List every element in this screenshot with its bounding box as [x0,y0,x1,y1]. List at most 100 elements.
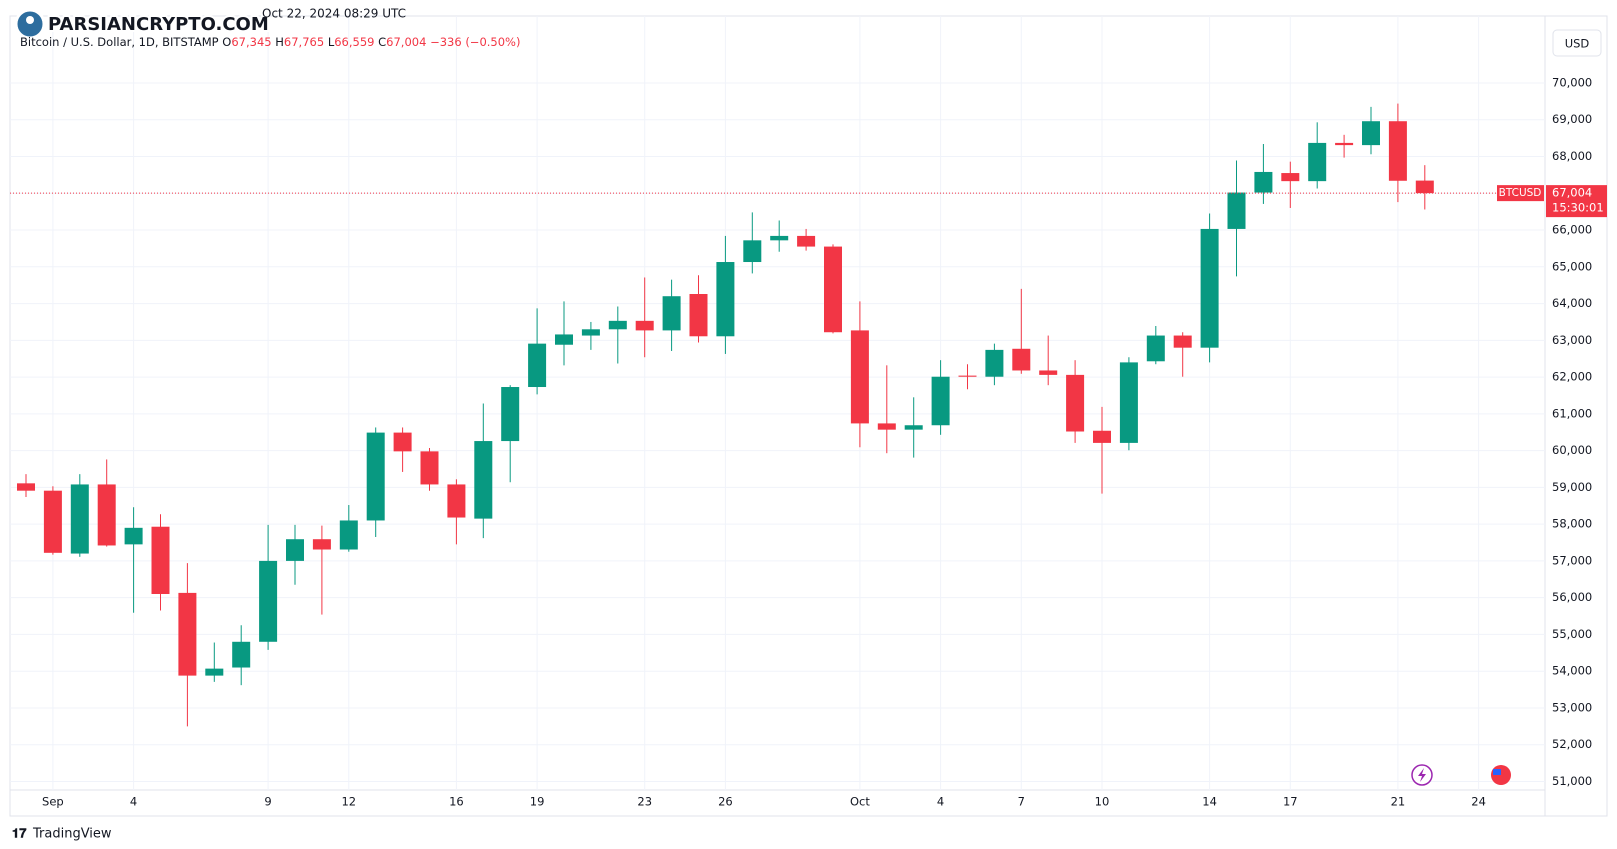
legend-title: Bitcoin / U.S. Dollar, 1D, BITSTAMP [20,35,219,49]
y-tick-label: 63,000 [1552,333,1592,347]
pane-border [9,15,1608,817]
y-tick-label: 70,000 [1552,75,1592,89]
candle-body [662,296,681,331]
x-tick-label: 23 [637,795,652,809]
candle-body [1146,335,1165,362]
candle-body [985,349,1004,377]
y-tick-label: 52,000 [1552,737,1592,751]
legend-o-label: O [222,35,231,49]
price-tag [1546,185,1607,218]
y-tick-label: 54,000 [1552,664,1592,678]
x-tick-label: Sep [42,795,64,809]
x-tick-label: 14 [1202,795,1217,809]
candle-body [312,539,331,550]
candle-body [70,484,89,554]
candle-body [1119,362,1138,443]
price-tag-value: 67,004 [1552,186,1592,200]
price-tag-countdown: 15:30:01 [1552,201,1604,215]
candle-body [366,432,385,521]
y-tick-label: 53,000 [1552,700,1592,714]
candle-body [1362,121,1380,146]
candle-body [635,320,654,331]
legend-c: 67,004 [386,35,426,49]
legend-o: 67,345 [231,35,271,49]
candle-body [581,329,600,336]
candle-body [1173,335,1192,348]
legend-l-label: L [328,35,335,49]
y-tick-label: 66,000 [1552,223,1592,237]
y-tick-label: 61,000 [1552,406,1592,420]
candle-body [501,387,520,442]
x-tick-label: 16 [449,795,464,809]
y-tick-label: 51,000 [1552,774,1592,788]
x-tick-label: 26 [718,795,733,809]
candle-body [931,376,950,426]
brand: TradingView [32,827,112,842]
legend: Bitcoin / U.S. Dollar, 1D, BITSTAMP O67,… [20,35,520,49]
flag-icon-canton [1493,769,1501,775]
legend-c-label: C [378,35,386,49]
y-tick-label: 55,000 [1552,627,1592,641]
candle-body [850,330,869,424]
candle-body [1415,180,1434,194]
brand-logo: 𝟏𝟕 [12,827,27,842]
candle-body [1200,228,1219,348]
candle-body [1281,173,1300,182]
candle-body [97,484,116,546]
watermark-logo-dot [26,16,34,24]
events-icon-bolt [1418,768,1426,782]
y-tick-label: 64,000 [1552,296,1592,310]
candle-body [393,432,412,452]
candle-body [447,484,466,518]
y-tick-label: 69,000 [1552,112,1592,126]
x-tick-label: 7 [1018,795,1025,809]
candle-body [1012,348,1031,371]
y-tick-label: 65,000 [1552,259,1592,273]
y-tick-label: 59,000 [1552,480,1592,494]
candle-body [1335,142,1354,146]
candle-body [420,451,439,485]
symbol-tag [1497,185,1544,202]
candle-body [474,441,493,519]
candle-body [232,641,251,668]
legend-change: −336 (−0.50%) [430,35,520,49]
candle-body [797,235,816,247]
x-tick-label: 17 [1283,795,1298,809]
candle-body [958,375,977,377]
candle-body [1066,374,1085,432]
candle-body [770,235,789,241]
x-tick-label: 12 [341,795,356,809]
candle-body [1388,121,1407,181]
candle-body [904,425,923,430]
x-tick-label: Oct [850,795,870,809]
candle-body [178,592,197,676]
y-tick-label: 68,000 [1552,149,1592,163]
legend-h-label: H [275,35,284,49]
candle-body [1308,142,1327,182]
watermark: PARSIANCRYPTO.COM [48,14,269,35]
y-tick-label: 58,000 [1552,517,1592,531]
candle-body [824,246,842,333]
x-tick-label: 4 [130,795,137,809]
timestamp: Oct 22, 2024 08:29 UTC [262,7,406,21]
currency[interactable]: USD [1565,37,1590,51]
candle-body [286,539,304,561]
x-tick-label: 4 [937,795,944,809]
y-tick-label: 57,000 [1552,553,1592,567]
candle-body [1227,192,1246,229]
labels: 51,000 52,000 53,000 54,000 55,000 56,000 57,0… [42,75,1607,809]
y-tick-label: 60,000 [1552,443,1592,457]
candle-body [124,527,143,545]
candle-body [151,526,170,594]
candle-body [43,490,62,553]
candle-body [608,320,627,330]
x-tick-label: 19 [530,795,545,809]
currency-button[interactable] [1552,29,1602,57]
candle-body [339,520,358,550]
x-tick-label: 21 [1391,795,1406,809]
legend-l: 66,559 [334,35,374,49]
candle-body [17,483,35,491]
legend-h: 67,765 [284,35,324,49]
candle-body [555,334,573,345]
symbol-tag-text: BTCUSD [1499,187,1542,199]
